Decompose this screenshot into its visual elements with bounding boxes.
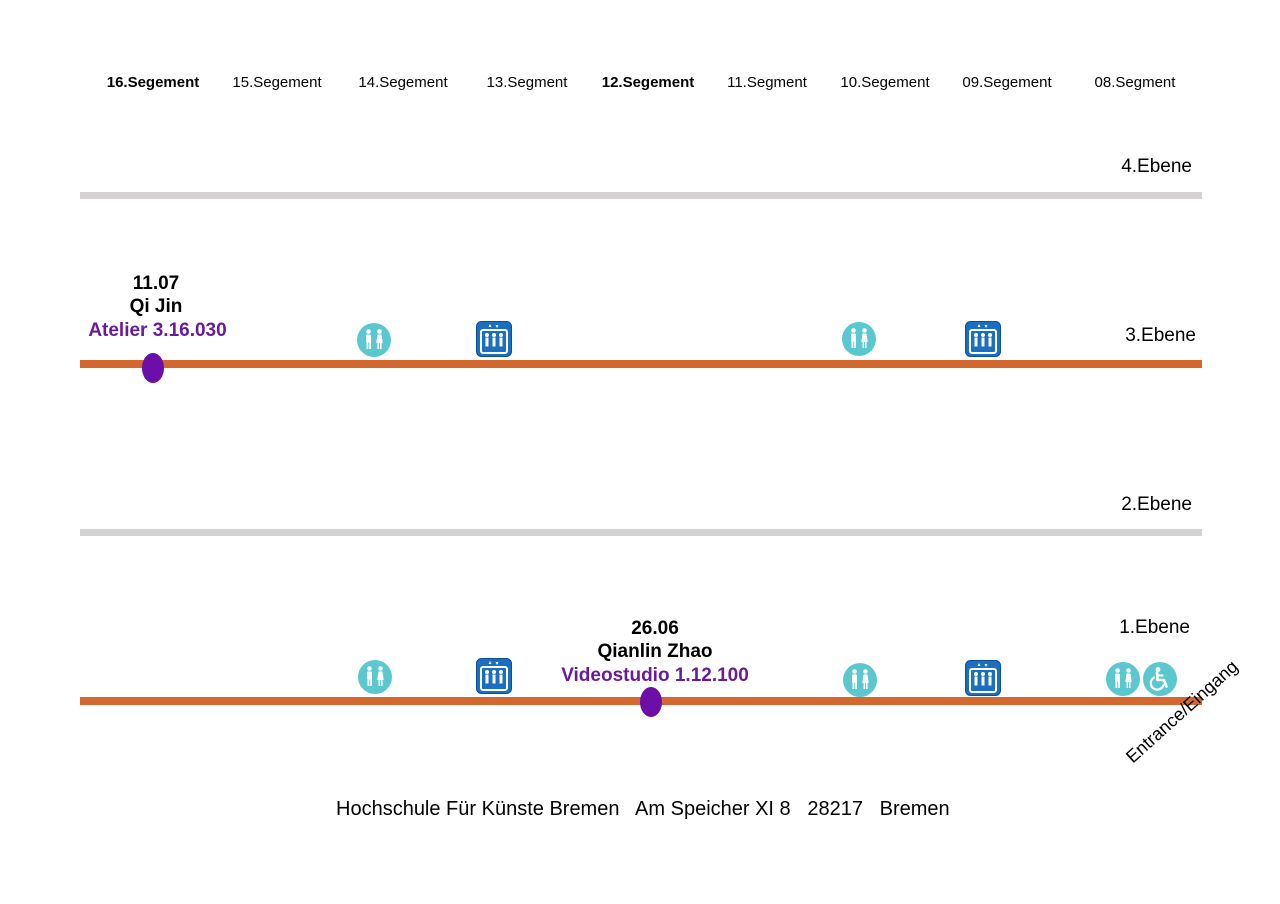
event-marker-label-2: 26.06 Qianlin Zhao Videostudio 1.12.100 bbox=[561, 617, 749, 688]
postal-code: 28217 bbox=[807, 798, 863, 820]
event-room: Atelier 3.16.030 bbox=[88, 320, 227, 341]
restroom-icon bbox=[842, 322, 876, 356]
event-person: Qianlin Zhao bbox=[597, 641, 713, 662]
entrance-label: Entrance/Eingang bbox=[1122, 656, 1242, 767]
level-2-line bbox=[80, 529, 1202, 536]
segment-label-10: 10.Segement bbox=[840, 74, 930, 91]
elevator-icon bbox=[965, 321, 1001, 357]
restroom-icon bbox=[843, 663, 877, 697]
level-2-label: 2.Ebene bbox=[1121, 494, 1192, 515]
restroom-icon bbox=[358, 660, 392, 694]
level-3-line bbox=[80, 360, 1202, 368]
segment-label-16: 16.Segement bbox=[106, 74, 200, 91]
segment-label-14: 14.Segement bbox=[358, 74, 448, 91]
level-1-label: 1.Ebene bbox=[1119, 617, 1190, 638]
segment-label-13: 13.Segment bbox=[486, 74, 568, 91]
segment-label-12: 12.Segement bbox=[601, 74, 695, 91]
elevator-icon bbox=[965, 660, 1001, 696]
level-4-line bbox=[80, 192, 1202, 199]
event-person: Qi Jin bbox=[129, 296, 183, 317]
street-address: Am Speicher XI 8 bbox=[635, 798, 791, 820]
event-date: 26.06 bbox=[631, 618, 679, 639]
wheelchair-icon bbox=[1143, 662, 1177, 696]
elevator-icon bbox=[476, 321, 512, 357]
event-location-marker[interactable] bbox=[142, 353, 164, 383]
level-3-label: 3.Ebene bbox=[1125, 325, 1196, 346]
segment-label-08: 08.Segment bbox=[1094, 74, 1176, 91]
segment-label-09: 09.Segement bbox=[962, 74, 1052, 91]
address-footer: Hochschule Für Künste Bremen Am Speicher… bbox=[336, 798, 950, 821]
restroom-icon bbox=[357, 323, 391, 357]
institution-name: Hochschule Für Künste Bremen bbox=[336, 798, 620, 820]
event-room: Videostudio 1.12.100 bbox=[561, 665, 749, 686]
elevator-icon bbox=[476, 658, 512, 694]
event-date: 11.07 bbox=[132, 273, 180, 294]
level-4-label: 4.Ebene bbox=[1121, 156, 1192, 177]
event-location-marker[interactable] bbox=[640, 687, 662, 717]
event-marker-label-1: 11.07 Qi Jin Atelier 3.16.030 bbox=[85, 272, 226, 343]
restroom-icon bbox=[1106, 662, 1140, 696]
segment-label-11: 11.Segment bbox=[727, 74, 807, 91]
city-name: Bremen bbox=[879, 798, 950, 820]
segment-label-15: 15.Segement bbox=[232, 74, 322, 91]
